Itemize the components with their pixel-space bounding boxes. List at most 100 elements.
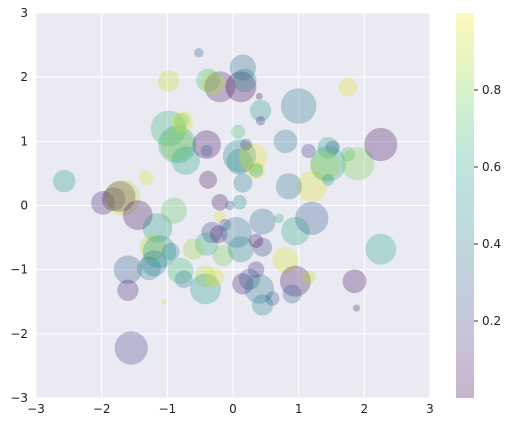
y-tick-label: 0 (20, 199, 28, 213)
colorbar-tick-label: 0.6 (482, 160, 501, 174)
colorbar (456, 13, 474, 398)
scatter-point (240, 138, 253, 151)
scatter-point (137, 256, 161, 281)
scatter-point (247, 261, 265, 278)
grid (35, 12, 431, 399)
scatter-point (194, 232, 219, 256)
scatter-point (219, 218, 232, 231)
scatter-point (280, 88, 317, 124)
scatter-point (248, 163, 264, 178)
scatter-point (104, 179, 141, 216)
scatter-point (205, 267, 225, 287)
scatter-point (199, 170, 217, 189)
scatter-point (255, 92, 263, 100)
scatter-point (341, 147, 375, 181)
scatter-point (279, 265, 311, 297)
y-tick-label: 3 (20, 6, 28, 20)
scatter-point (182, 238, 205, 260)
scatter-point (251, 294, 274, 316)
scatter-point (233, 173, 253, 193)
scatter-point (226, 148, 253, 175)
scatter-point (101, 187, 126, 211)
scatter-point (232, 195, 247, 210)
scatter-point (317, 137, 339, 159)
scatter-point (310, 145, 347, 182)
scatter-point (150, 110, 187, 147)
x-tick-label: 3 (426, 402, 434, 416)
scatter-point (338, 77, 358, 97)
colorbar-tick-label: 0.8 (482, 83, 501, 97)
scatter-point (122, 200, 153, 230)
scatter-point (275, 173, 302, 200)
scatter-point (201, 221, 223, 244)
scatter-point (204, 71, 236, 103)
points-group (52, 48, 398, 365)
scatter-point (225, 71, 257, 103)
scatter-point (167, 257, 194, 285)
x-tick-label: −3 (27, 402, 45, 416)
scatter-point (222, 139, 257, 173)
scatter-point (117, 279, 139, 301)
scatter-point (249, 208, 276, 235)
scatter-point (142, 235, 177, 269)
scatter-point (213, 211, 226, 223)
scatter-point (174, 113, 190, 129)
scatter-point (272, 246, 299, 274)
scatter-point (192, 130, 221, 159)
x-tick-label: −2 (93, 402, 111, 416)
scatter-point (301, 270, 316, 285)
y-tick-label: −3 (10, 391, 28, 405)
colorbar-tick-label: 0.2 (482, 314, 501, 328)
x-tick-label: 0 (229, 402, 237, 416)
scatter-point (273, 129, 298, 154)
scatter-point (139, 234, 166, 261)
scatter-point (220, 217, 252, 248)
scatter-point (113, 255, 143, 284)
x-tick-label: 2 (361, 402, 369, 416)
scatter-point (301, 143, 316, 159)
scatter-point (141, 250, 168, 277)
scatter-point (322, 173, 335, 186)
scatter-point (340, 147, 356, 162)
scatter-point (209, 225, 228, 244)
scatter-point (160, 127, 194, 162)
scatter-point (232, 273, 254, 295)
scatter-point (296, 170, 328, 202)
x-tick-label: −1 (158, 402, 176, 416)
scatter-point (211, 193, 229, 211)
scatter-point (194, 48, 204, 58)
scatter-point (282, 284, 302, 304)
scatter-point (114, 331, 148, 365)
scatter-point (248, 233, 264, 248)
scatter-point (142, 213, 173, 243)
scatter-point (194, 265, 217, 287)
scatter-point (200, 145, 213, 157)
scatter-point (224, 200, 235, 211)
scatter-point (196, 68, 220, 93)
scatter-point (247, 161, 265, 180)
scatter-point (52, 169, 76, 193)
scatter-point (212, 244, 234, 267)
scatter-point (238, 268, 261, 290)
scatter-point (295, 201, 329, 235)
scatter-point (352, 304, 361, 312)
scatter-point (104, 181, 136, 212)
x-tick-label: 1 (295, 402, 303, 416)
scatter-point (160, 197, 187, 224)
scatter-point (227, 236, 254, 263)
scatter-point (342, 269, 367, 294)
scatter-point (255, 116, 266, 126)
y-tick-label: −1 (10, 263, 28, 277)
scatter-point (310, 150, 340, 181)
scatter-point (364, 127, 398, 162)
scatter-point (249, 99, 272, 122)
scatter-point (174, 270, 193, 289)
colorbar-tick-label: 0.4 (482, 237, 501, 251)
scatter-point (91, 191, 115, 215)
scatter-point (139, 170, 154, 186)
scatter-point (253, 237, 273, 257)
scatter-point (171, 146, 200, 175)
x-axis: −3 −2 −1 0 1 2 3 (27, 402, 434, 416)
scatter-point (161, 298, 168, 305)
scatter-point (231, 124, 246, 139)
